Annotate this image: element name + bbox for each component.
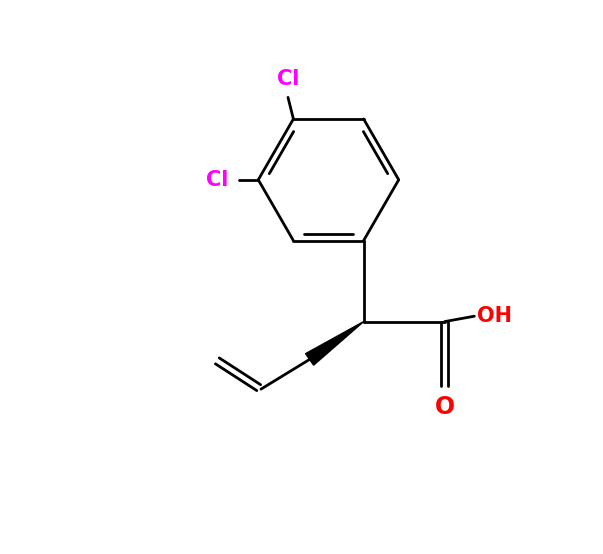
Text: Cl: Cl xyxy=(277,69,299,89)
Polygon shape xyxy=(306,322,364,365)
Text: OH: OH xyxy=(477,306,512,326)
Text: O: O xyxy=(435,394,455,418)
Text: Cl: Cl xyxy=(206,170,229,190)
